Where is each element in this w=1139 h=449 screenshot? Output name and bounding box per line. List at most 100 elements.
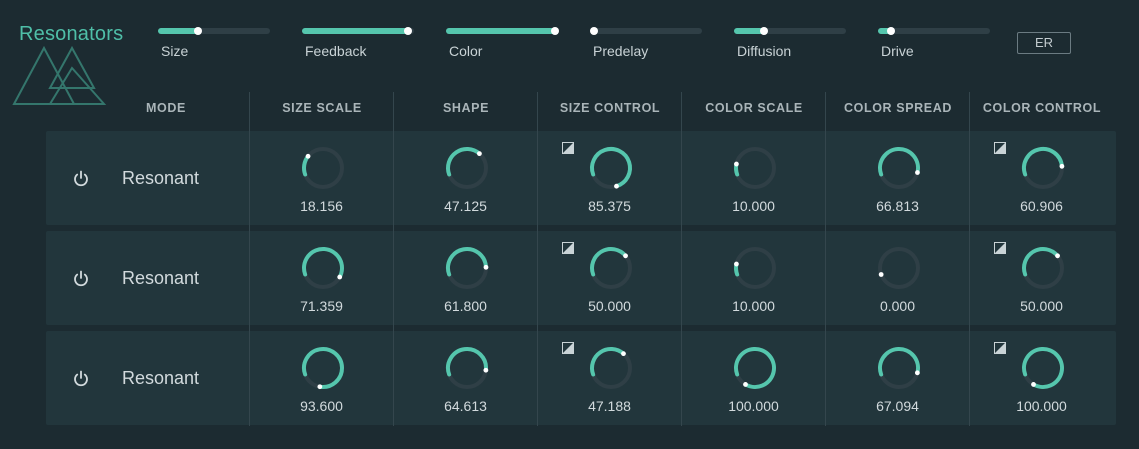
knob-color-control[interactable] [1020, 245, 1066, 291]
app-title: Resonators [19, 23, 124, 45]
slider-fill [158, 28, 199, 34]
knob-value: 66.813 [876, 198, 919, 214]
column-header-color-scale: COLOR SCALE [705, 101, 803, 115]
knob-shape[interactable] [444, 245, 490, 291]
slider-fill [734, 28, 765, 34]
knob-shape[interactable] [444, 145, 490, 191]
knob-color-spread[interactable] [876, 245, 922, 291]
column-divider [537, 92, 538, 426]
slider-thumb[interactable] [194, 27, 203, 35]
cell-color-control: 100.000 [970, 331, 1113, 425]
knob-color-spread[interactable] [876, 145, 922, 191]
resonator-row: Resonant 18.156 47.125 85.375 10.000 [46, 131, 1116, 225]
slider-thumb[interactable] [404, 27, 413, 35]
power-icon[interactable] [71, 269, 91, 289]
column-header-shape: SHAPE [442, 101, 490, 115]
knob-size-control[interactable] [588, 245, 634, 291]
slider-label: Color [449, 43, 483, 59]
cell-size-scale: 93.600 [250, 331, 393, 425]
column-divider [825, 92, 826, 426]
modulation-toggle-icon[interactable] [994, 241, 1006, 254]
cell-color-spread: 67.094 [826, 331, 969, 425]
knob-color-control[interactable] [1020, 145, 1066, 191]
knob-value: 100.000 [1016, 398, 1067, 414]
power-icon[interactable] [71, 169, 91, 189]
cell-color-scale: 10.000 [682, 231, 825, 325]
knob-size-control[interactable] [588, 345, 634, 391]
knob-color-spread[interactable] [876, 345, 922, 391]
cell-color-control: 60.906 [970, 131, 1113, 225]
er-button[interactable]: ER [1017, 32, 1071, 54]
color-slider[interactable]: Color [446, 27, 560, 59]
slider-label: Diffusion [737, 43, 792, 59]
power-icon[interactable] [71, 369, 91, 389]
knob-value: 60.906 [1020, 198, 1063, 214]
drive-slider[interactable]: Drive [878, 27, 992, 59]
knob-value: 100.000 [728, 398, 779, 414]
slider-fill [878, 28, 892, 34]
modulation-toggle-icon[interactable] [994, 141, 1006, 154]
knob-size-scale[interactable] [300, 145, 346, 191]
slider-track [734, 28, 846, 34]
cell-size-control: 47.188 [538, 331, 681, 425]
slider-label: Feedback [305, 43, 367, 59]
knob-color-scale[interactable] [732, 145, 778, 191]
knob-value: 10.000 [732, 298, 775, 314]
slider-label: Drive [881, 43, 914, 59]
knob-shape[interactable] [444, 345, 490, 391]
slider-thumb[interactable] [550, 27, 559, 35]
slider-label: Predelay [593, 43, 649, 59]
knob-value: 50.000 [1020, 298, 1063, 314]
cell-shape: 64.613 [394, 331, 537, 425]
knob-color-scale[interactable] [732, 245, 778, 291]
slider-thumb[interactable] [760, 27, 769, 35]
cell-size-control: 85.375 [538, 131, 681, 225]
knob-value: 71.359 [300, 298, 343, 314]
knob-value: 67.094 [876, 398, 919, 414]
knob-value: 64.613 [444, 398, 487, 414]
column-header-mode: MODE [146, 101, 186, 115]
resonator-row: Resonant 93.600 64.613 47.188 100.00 [46, 331, 1116, 425]
slider-track [590, 28, 702, 34]
knob-size-scale[interactable] [300, 345, 346, 391]
cell-color-spread: 0.000 [826, 231, 969, 325]
cell-shape: 47.125 [394, 131, 537, 225]
column-divider [249, 92, 250, 426]
knob-value: 61.800 [444, 298, 487, 314]
column-header-color-control: COLOR CONTROL [982, 101, 1102, 115]
feedback-slider[interactable]: Feedback [302, 27, 416, 59]
mode-label[interactable]: Resonant [122, 168, 200, 188]
resonator-row: Resonant 71.359 61.800 50.000 10.000 [46, 231, 1116, 325]
cell-size-scale: 71.359 [250, 231, 393, 325]
modulation-toggle-icon[interactable] [562, 241, 574, 254]
modulation-toggle-icon[interactable] [994, 341, 1006, 354]
knob-value: 47.125 [444, 198, 487, 214]
knob-size-scale[interactable] [300, 245, 346, 291]
slider-thumb[interactable] [887, 27, 896, 35]
column-divider [393, 92, 394, 426]
slider-thumb[interactable] [590, 27, 598, 35]
modulation-toggle-icon[interactable] [562, 341, 574, 354]
cell-color-spread: 66.813 [826, 131, 969, 225]
modulation-toggle-icon[interactable] [562, 141, 574, 154]
column-header-size-control: SIZE CONTROL [559, 101, 661, 115]
column-divider [681, 92, 682, 426]
slider-fill [446, 28, 555, 34]
column-header-color-spread: COLOR SPREAD [844, 101, 952, 115]
mode-label[interactable]: Resonant [122, 268, 200, 288]
column-header-size-scale: SIZE SCALE [282, 101, 362, 115]
mode-label[interactable]: Resonant [122, 368, 200, 388]
knob-size-control[interactable] [588, 145, 634, 191]
cell-shape: 61.800 [394, 231, 537, 325]
knob-value: 50.000 [588, 298, 631, 314]
size-slider[interactable]: Size [158, 27, 272, 59]
diffusion-slider[interactable]: Diffusion [734, 27, 848, 59]
slider-track [158, 28, 270, 34]
knob-value: 47.188 [588, 398, 631, 414]
knob-color-control[interactable] [1020, 345, 1066, 391]
knob-value: 85.375 [588, 198, 631, 214]
column-divider [969, 92, 970, 426]
triangle-logo-icon [12, 45, 107, 105]
predelay-slider[interactable]: Predelay [590, 27, 704, 59]
knob-color-scale[interactable] [732, 345, 778, 391]
